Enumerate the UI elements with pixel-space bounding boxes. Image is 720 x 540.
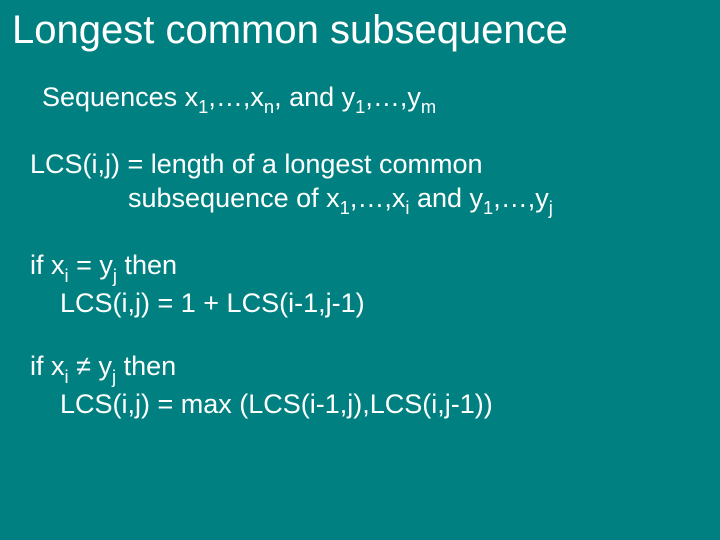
case-equal: if xi = yj then LCS(i,j) = 1 + LCS(i-1,j… <box>30 249 708 320</box>
text: subsequence of x <box>128 183 340 213</box>
sub: j <box>112 366 116 387</box>
text: ,…,x <box>208 82 264 112</box>
sub: i <box>65 366 69 387</box>
text: if x <box>30 250 65 280</box>
slide-title: Longest common subsequence <box>12 8 708 53</box>
text: if x <box>30 351 65 381</box>
case-not-equal: if xi ≠ yj then LCS(i,j) = max (LCS(i-1,… <box>30 350 708 421</box>
text: ,…,x <box>350 183 406 213</box>
sub: i <box>405 197 409 218</box>
text: = y <box>69 250 113 280</box>
sub: 1 <box>340 197 350 218</box>
sub: n <box>264 96 274 117</box>
text: then <box>117 250 177 280</box>
slide: Longest common subsequence Sequences x1,… <box>0 0 720 540</box>
sub: i <box>65 265 69 286</box>
sequences-line: Sequences x1,…,xn, and y1,…,ym <box>30 81 708 118</box>
sub: j <box>549 197 553 218</box>
text: LCS(i,j) = length of a longest common <box>30 149 482 179</box>
text: , and y <box>274 82 355 112</box>
text: ,…,y <box>365 82 421 112</box>
text: ,…,y <box>493 183 549 213</box>
text: y <box>91 351 112 381</box>
sub: 1 <box>483 197 493 218</box>
text: then <box>116 351 176 381</box>
sub: m <box>421 96 436 117</box>
text <box>69 351 77 381</box>
text: Sequences x <box>42 82 198 112</box>
slide-body: Sequences x1,…,xn, and y1,…,ym LCS(i,j) … <box>12 81 708 422</box>
lcs-definition: LCS(i,j) = length of a longest common su… <box>30 148 708 219</box>
sub: j <box>113 265 117 286</box>
neq-symbol: ≠ <box>76 351 91 381</box>
text: LCS(i,j) = 1 + LCS(i-1,j-1) <box>60 288 365 318</box>
text: and y <box>409 183 483 213</box>
sub: 1 <box>198 96 208 117</box>
sub: 1 <box>355 96 365 117</box>
text: LCS(i,j) = max (LCS(i-1,j),LCS(i,j-1)) <box>60 389 493 419</box>
